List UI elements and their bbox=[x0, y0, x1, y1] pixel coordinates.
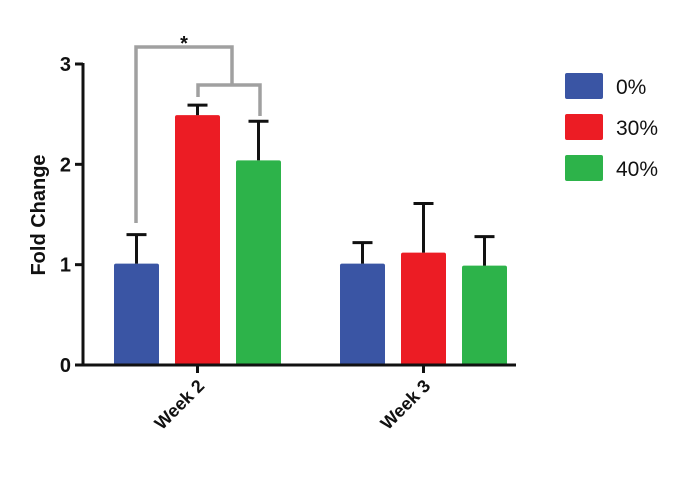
bar bbox=[462, 265, 507, 365]
bar bbox=[340, 263, 385, 365]
legend-label: 30% bbox=[616, 117, 658, 140]
significance-bracket-inner bbox=[196, 83, 262, 116]
legend-swatch bbox=[565, 114, 603, 140]
y-tick-label: 3 bbox=[60, 54, 71, 76]
bar bbox=[114, 263, 159, 365]
y-tick-label: 1 bbox=[60, 255, 71, 277]
bar bbox=[401, 252, 446, 365]
x-tick-label: Week 2 bbox=[151, 376, 209, 434]
significance-bracket-outer bbox=[134, 45, 234, 223]
legend-label: 40% bbox=[616, 158, 658, 181]
legend-label: 0% bbox=[616, 76, 646, 99]
legend-swatch bbox=[565, 155, 603, 181]
bar bbox=[175, 115, 220, 365]
x-tick-label: Week 3 bbox=[377, 376, 435, 434]
y-tick-label: 0 bbox=[60, 355, 71, 377]
y-axis-label: Fold Change bbox=[28, 154, 50, 275]
significance-star: * bbox=[180, 33, 188, 55]
bar bbox=[236, 160, 281, 365]
y-tick-label: 2 bbox=[60, 154, 71, 176]
legend-swatch bbox=[565, 73, 603, 99]
